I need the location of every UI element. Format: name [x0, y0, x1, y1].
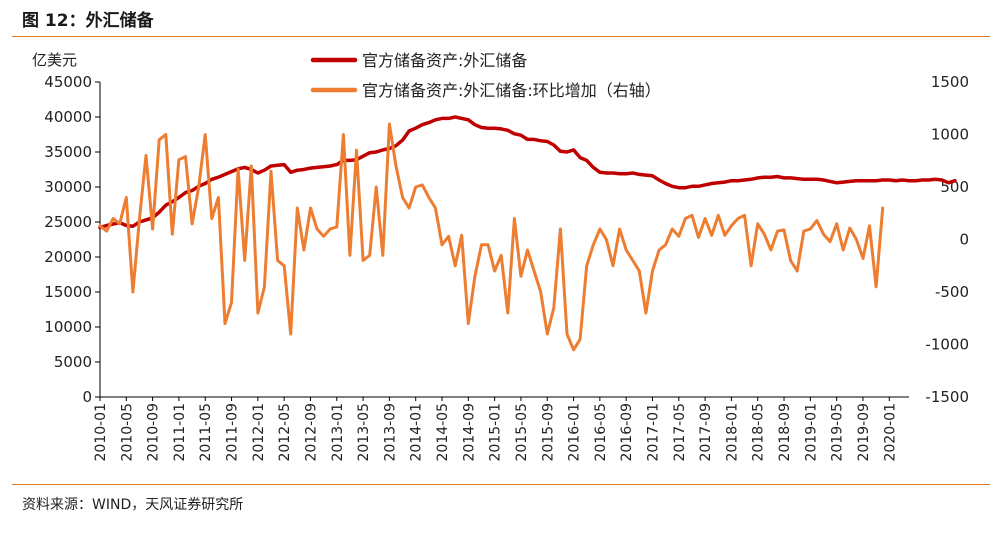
left-axis-unit-label: 亿美元	[32, 51, 77, 69]
left-tick-label: 30000	[44, 178, 92, 196]
left-tick-label: 20000	[44, 248, 92, 266]
x-tick-label: 2010-09	[146, 403, 162, 462]
x-tick-label: 2015-09	[540, 403, 556, 462]
series-line-fx-reserves	[98, 115, 957, 230]
series-lines	[98, 115, 957, 352]
figure-title: 图 12：外汇储备	[22, 11, 154, 31]
left-tick-label: 0	[82, 388, 92, 406]
x-tick-label: 2014-09	[461, 403, 477, 462]
x-tick-label: 2019-09	[856, 403, 872, 462]
x-tick-label: 2013-09	[382, 403, 398, 462]
left-tick-label: 15000	[44, 283, 92, 301]
title-rule	[12, 36, 990, 37]
x-tick-label: 2019-01	[803, 403, 819, 462]
right-tick-label: -1500	[925, 388, 969, 406]
left-tick-label: 45000	[44, 73, 92, 91]
x-tick-label: 2012-09	[303, 403, 319, 462]
right-tick-label: -500	[935, 283, 969, 301]
x-tick-label: 2011-09	[225, 403, 241, 462]
x-tick-label: 2011-01	[172, 403, 188, 462]
x-tick-label: 2016-01	[567, 403, 583, 462]
x-tick-label: 2014-05	[435, 403, 451, 462]
legend-label-fx-reserves: 官方储备资产:外汇储备	[362, 51, 527, 70]
right-tick-label: 1000	[931, 126, 969, 144]
left-axis-ticks: 0 5000 10000 15000 20000 25000 30000 35000 40000…	[44, 73, 100, 406]
x-tick-label: 2017-05	[672, 403, 688, 462]
left-tick-label: 10000	[44, 318, 92, 336]
x-tick-label: 2018-05	[751, 403, 767, 462]
x-tick-label: 2010-01	[93, 403, 109, 462]
x-axis-ticks: 2010-01 2010-05 2010-09 2011-01 2011-05 2011-…	[93, 397, 898, 462]
right-tick-label: -1000	[925, 336, 969, 354]
left-tick-label: 5000	[54, 353, 92, 371]
chart-axes	[99, 82, 909, 398]
x-tick-label: 2018-09	[777, 403, 793, 462]
forex-reserve-chart: 0500010000150002000025000300003500040000…	[32, 51, 969, 462]
source-rule	[12, 484, 990, 485]
x-tick-label: 2019-05	[830, 403, 846, 462]
series-line-monthly-change	[98, 122, 885, 352]
x-tick-label: 2010-05	[119, 403, 135, 462]
x-tick-label: 2013-05	[356, 403, 372, 462]
x-tick-label: 2020-01	[882, 403, 898, 462]
source-note: 资料来源：WIND，天风证券研究所	[22, 497, 244, 513]
left-tick-label: 35000	[44, 143, 92, 161]
legend-label-monthly-change: 官方储备资产:外汇储备:环比增加（右轴）	[362, 81, 661, 100]
x-tick-label: 2016-05	[593, 403, 609, 462]
right-tick-label: 0	[959, 231, 969, 249]
x-tick-label: 2014-01	[409, 403, 425, 462]
x-tick-label: 2011-05	[198, 403, 214, 462]
x-tick-label: 2017-09	[698, 403, 714, 462]
x-tick-label: 2016-09	[619, 403, 635, 462]
x-tick-label: 2015-01	[488, 403, 504, 462]
left-tick-label: 40000	[44, 108, 92, 126]
x-tick-label: 2012-01	[251, 403, 267, 462]
x-tick-label: 2018-01	[724, 403, 740, 462]
right-tick-label: 1500	[931, 73, 969, 91]
x-tick-label: 2017-01	[645, 403, 661, 462]
x-tick-label: 2013-01	[330, 403, 346, 462]
x-tick-label: 2012-05	[277, 403, 293, 462]
x-tick-label: 2015-05	[514, 403, 530, 462]
left-tick-label: 25000	[44, 213, 92, 231]
